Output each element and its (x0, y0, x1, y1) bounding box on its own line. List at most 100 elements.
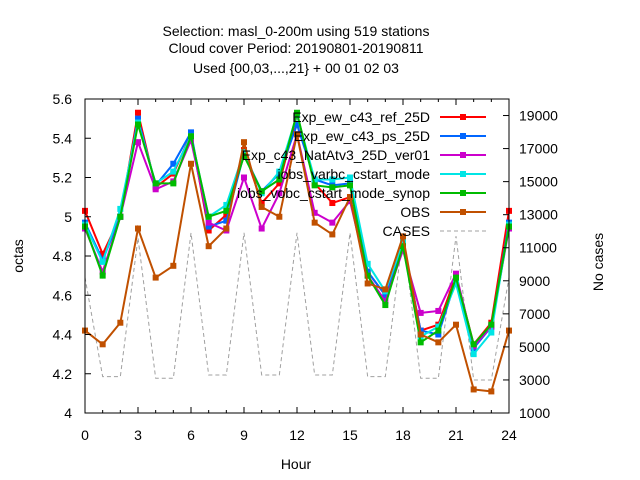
legend-label: Exp_ew_c43_ref_25D (292, 109, 430, 125)
data-point (223, 211, 230, 218)
data-point (453, 280, 459, 287)
data-point (488, 388, 495, 395)
data-point (382, 302, 389, 309)
data-point (99, 258, 106, 265)
data-point (276, 176, 283, 183)
data-point (276, 190, 283, 197)
data-point (99, 268, 106, 275)
data-point (470, 386, 477, 393)
x-tick-label: 12 (289, 427, 305, 443)
data-point (258, 188, 265, 195)
data-point (117, 213, 124, 220)
legend-label: iobs_vobc_cstart_mode_synop (237, 185, 430, 201)
data-point (417, 331, 424, 338)
data-point (135, 225, 141, 232)
data-point (311, 182, 318, 189)
data-point (329, 231, 336, 238)
data-point (241, 152, 247, 159)
x-tick-label: 6 (187, 427, 195, 443)
x-tick-label: 3 (134, 427, 142, 443)
x-axis-label: Hour (281, 456, 312, 472)
y2-tick-label: 15000 (519, 174, 558, 190)
y-tick-label: 4.4 (53, 327, 73, 343)
data-point (329, 200, 336, 207)
data-point (294, 131, 300, 138)
data-point (205, 223, 212, 230)
legend: Exp_ew_c43_ref_25D Exp_ew_c43_ps_25D Exp_c… (237, 109, 486, 239)
legend-label: OBS (400, 204, 430, 220)
data-point (241, 174, 247, 181)
data-point (188, 133, 194, 140)
y-tick-label: 5.2 (53, 170, 73, 186)
data-point (400, 239, 406, 246)
legend-label: iobs_varbc_cstart_mode (277, 166, 430, 182)
y-tick-label: 5.6 (53, 91, 73, 107)
y2-tick-label: 11000 (519, 240, 557, 256)
y2-tick-label: 1000 (519, 405, 550, 421)
data-point (152, 180, 159, 187)
axes: 0 3 6 9 12 15 18 21 24 4 4.2 4.4 4.6 4.8 5 5.2 5.4 5.6 100… (53, 91, 559, 443)
data-point (400, 243, 406, 250)
data-point (488, 329, 495, 336)
data-point (382, 286, 389, 293)
data-point (117, 319, 124, 326)
x-tick-label: 15 (342, 427, 358, 443)
data-point (241, 139, 247, 146)
data-point (241, 148, 247, 155)
y-axis-label: octas (10, 239, 26, 272)
y2-tick-label: 3000 (519, 372, 550, 388)
legend-marker (460, 114, 466, 120)
x-tick-label: 24 (501, 427, 517, 443)
data-point (258, 225, 265, 232)
data-point (435, 339, 442, 346)
data-point (347, 182, 353, 189)
data-point (347, 174, 353, 181)
data-point (453, 321, 459, 328)
data-point (417, 339, 424, 346)
data-point (382, 292, 389, 299)
data-point (170, 180, 177, 187)
data-point (276, 168, 283, 175)
data-point (453, 274, 459, 281)
data-point (311, 176, 318, 183)
y2-tick-label: 7000 (519, 306, 550, 322)
data-point (488, 321, 495, 328)
data-point (347, 194, 353, 201)
chart-title: Selection: masl_0-200m using 519 station… (163, 23, 430, 76)
x-tick-label: 9 (240, 427, 248, 443)
data-point (276, 213, 283, 220)
y2-tick-label: 17000 (519, 141, 558, 157)
legend-marker (460, 171, 466, 177)
data-point (223, 207, 230, 214)
data-point (170, 160, 177, 167)
data-point (205, 243, 212, 250)
y2-tick-label: 9000 (519, 273, 550, 289)
data-point (135, 109, 141, 116)
data-point (170, 262, 177, 269)
title-line-3: Used {00,03,...,21} + 00 01 02 03 (193, 60, 399, 76)
data-point (276, 180, 283, 187)
data-point (99, 272, 106, 279)
data-point (453, 270, 459, 277)
data-point (205, 219, 212, 226)
data-point (152, 186, 159, 193)
x-tick-label: 18 (395, 427, 411, 443)
data-point (223, 225, 230, 232)
data-point (435, 331, 442, 338)
data-point (294, 121, 300, 128)
legend-marker (460, 133, 466, 139)
y-tick-label: 4.8 (53, 248, 73, 264)
title-line-2: Cloud cover Period: 20190801-20190811 (168, 40, 423, 56)
data-point (205, 213, 212, 220)
data-point (99, 251, 106, 258)
y-tick-label: 5.4 (53, 130, 73, 146)
data-point (258, 200, 265, 207)
data-point (364, 260, 371, 267)
data-point (258, 203, 265, 210)
data-point (329, 176, 336, 183)
legend-marker (460, 190, 466, 196)
data-point (364, 272, 371, 279)
data-point (188, 129, 194, 136)
data-point (470, 341, 477, 348)
data-point (135, 121, 141, 128)
